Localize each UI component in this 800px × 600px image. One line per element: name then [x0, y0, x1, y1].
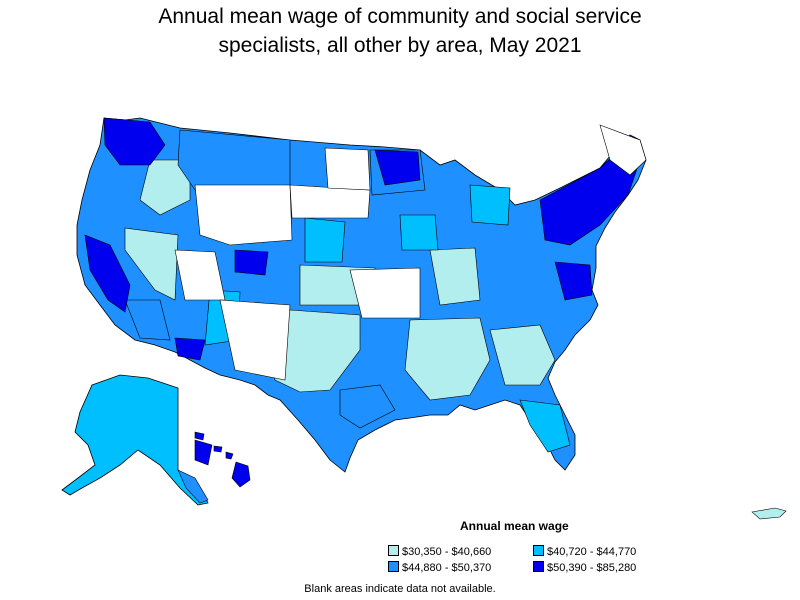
legend-label-2: $40,720 - $44,770: [547, 546, 637, 558]
legend-item-4: $50,390 - $85,280: [533, 561, 636, 574]
map-title: Annual mean wage of community and social…: [0, 2, 800, 60]
legend-swatch-4: [533, 561, 544, 572]
mid-high-wage-regions: [124, 129, 426, 429]
alaska-panhandle-region: [177, 469, 209, 504]
legend-label-1: $30,350 - $40,660: [402, 546, 492, 558]
alaska-region: [61, 374, 209, 506]
legend-swatch-1: [388, 545, 399, 556]
legend-item-2: $40,720 - $44,770: [533, 545, 636, 558]
hawaii-region: [194, 431, 251, 488]
legend-item-3: $44,880 - $50,370: [388, 561, 491, 574]
title-line-1: Annual mean wage of community and social…: [158, 5, 642, 28]
legend-title: Annual mean wage: [460, 519, 569, 533]
low-wage-regions: [124, 159, 556, 401]
puerto-rico-region: [751, 507, 787, 520]
legend-swatch-3: [388, 561, 399, 572]
legend-swatch-2: [533, 545, 544, 556]
legend-label-3: $44,880 - $50,370: [402, 562, 492, 574]
high-wage-regions: [84, 117, 641, 466]
blank-regions: [174, 124, 647, 381]
legend-label-4: $50,390 - $85,280: [547, 562, 637, 574]
title-line-2: specialists, all other by area, May 2021: [218, 34, 582, 57]
legend-item-1: $30,350 - $40,660: [388, 545, 491, 558]
footnote: Blank areas indicate data not available.: [304, 583, 496, 595]
